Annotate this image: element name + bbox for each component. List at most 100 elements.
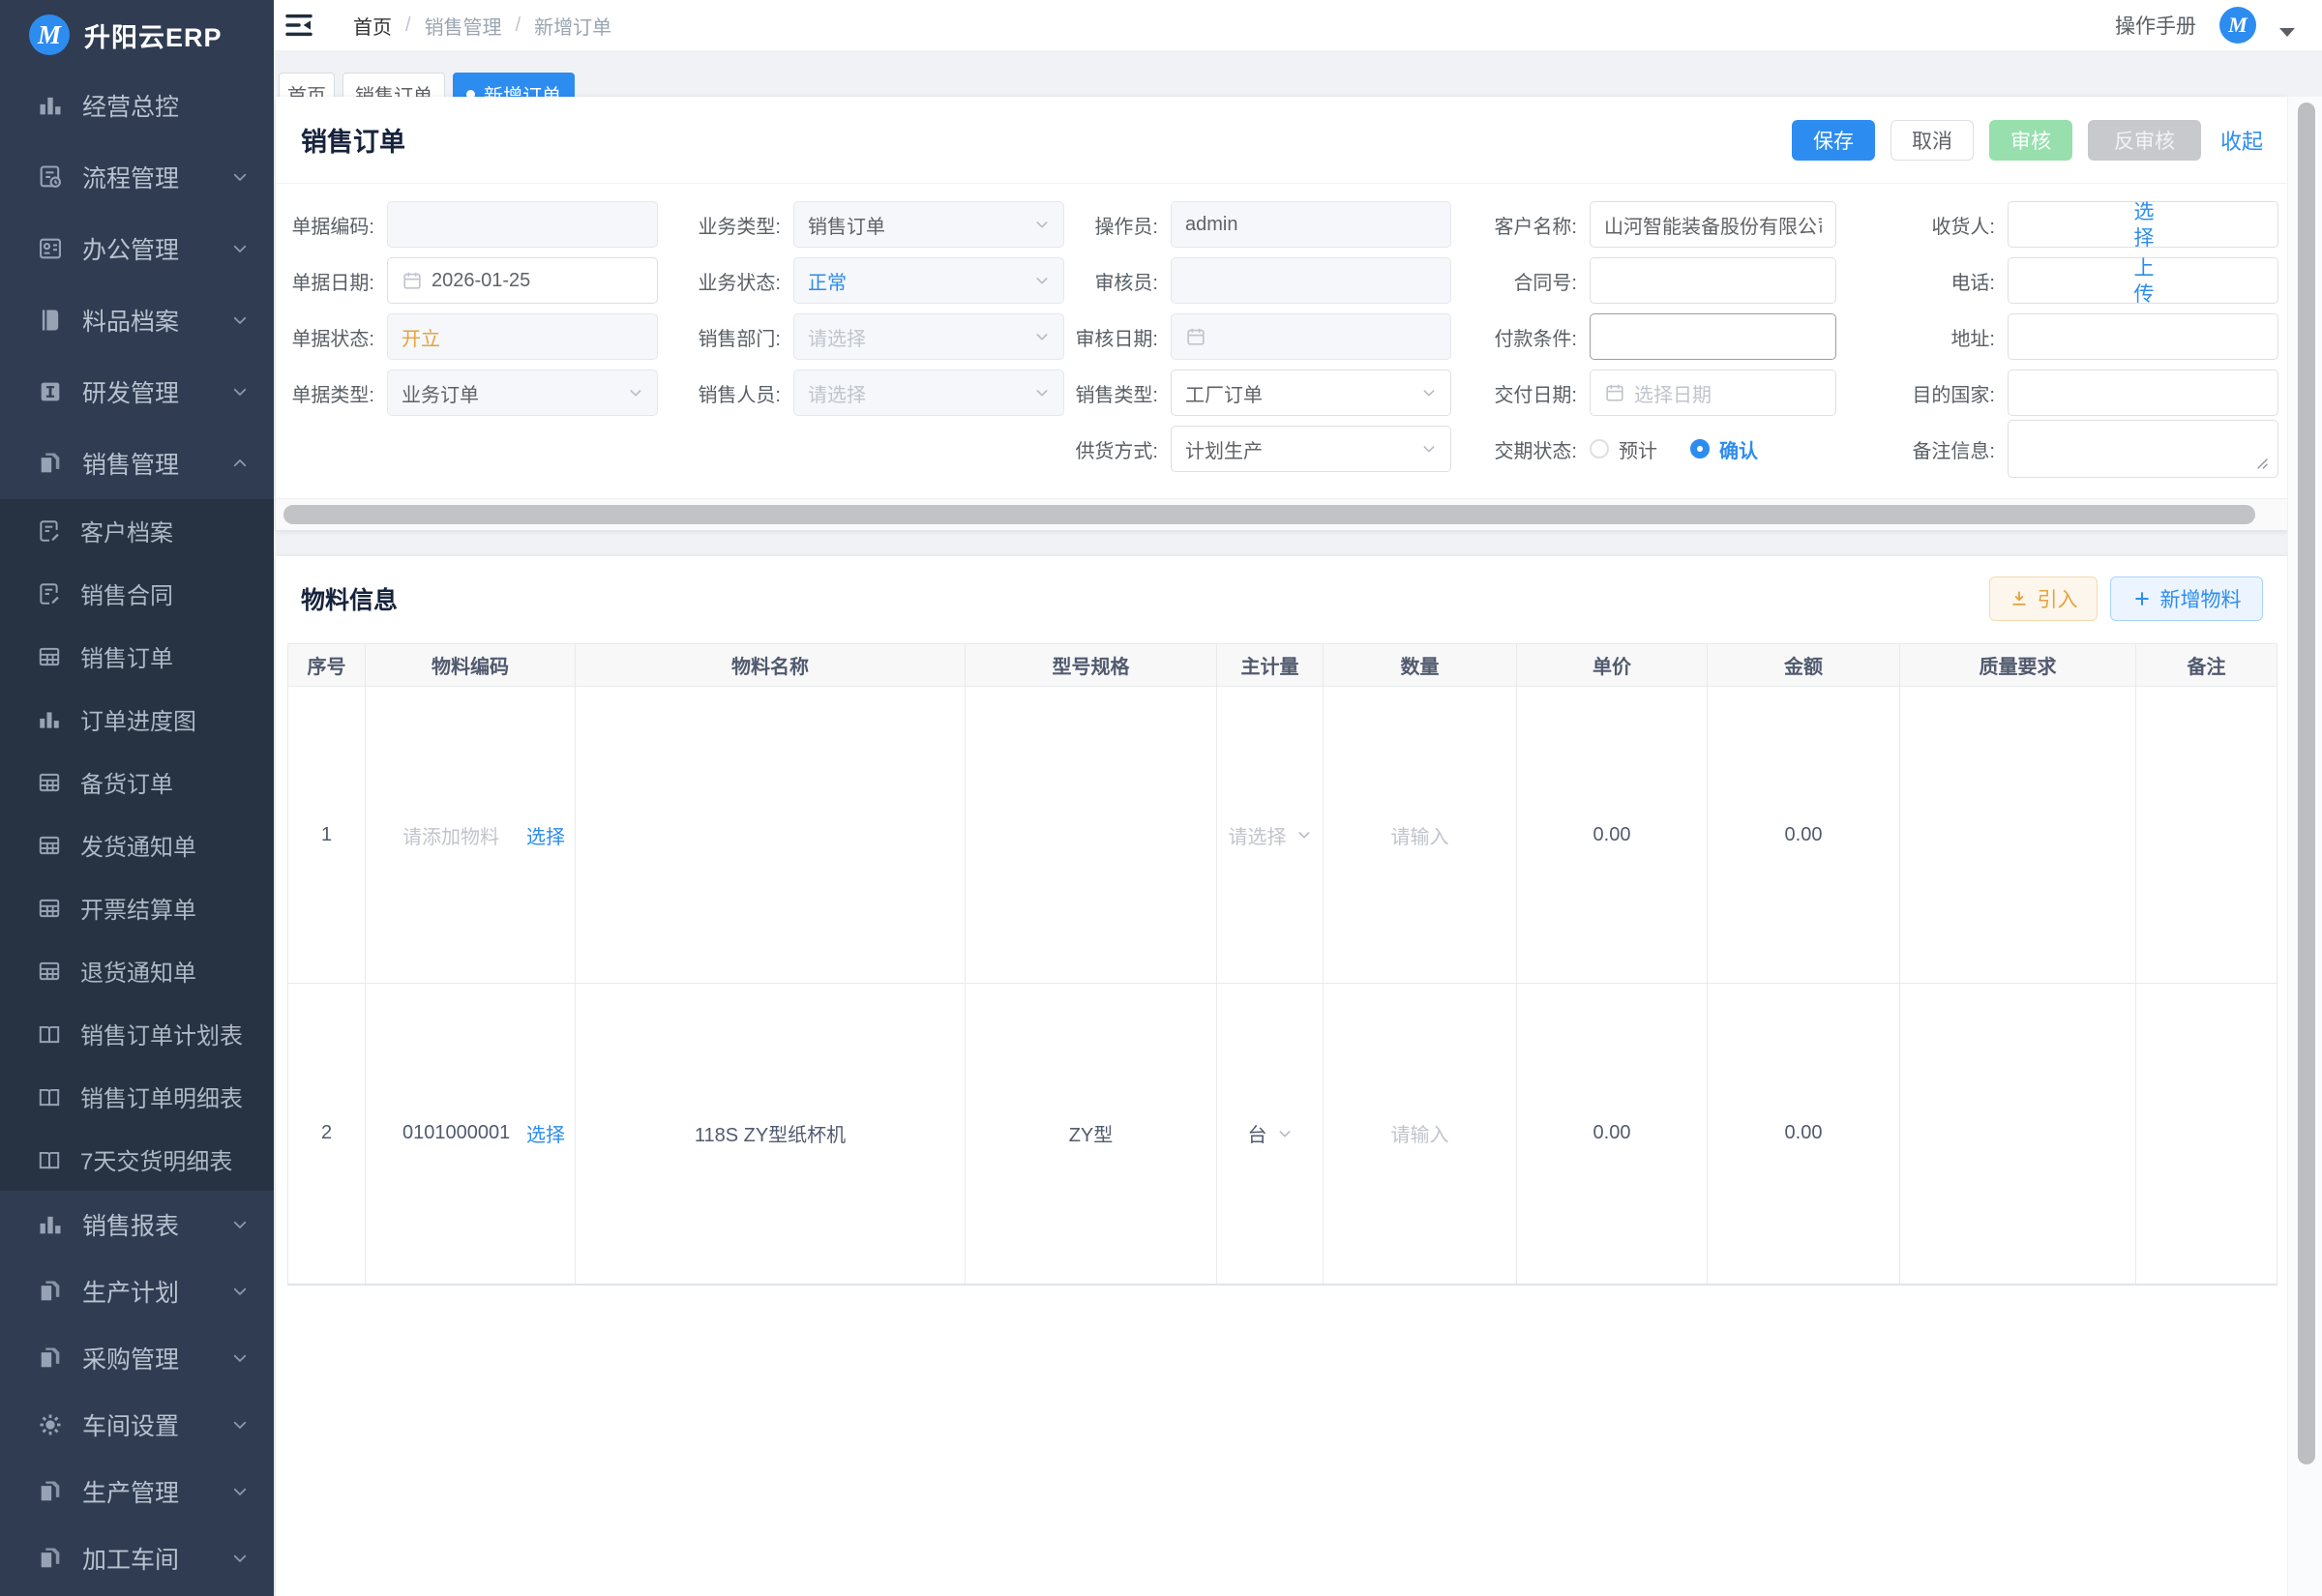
payment-terms-field[interactable] (1590, 313, 1836, 360)
cell-quantity[interactable]: 请输入 (1323, 983, 1517, 1286)
cell-unit-price[interactable]: 0.00 (1516, 686, 1708, 984)
horizontal-scrollbar-track[interactable] (276, 498, 2288, 530)
manual-link[interactable]: 操作手册 (2115, 15, 2196, 38)
avatar[interactable]: M (2219, 7, 2256, 44)
tab-sales-order[interactable]: 销售订单 (342, 73, 445, 97)
cell-spec[interactable] (965, 686, 1217, 984)
cell-quality[interactable] (1899, 983, 2136, 1286)
cell-note[interactable] (2135, 983, 2277, 1286)
address-field[interactable] (2008, 313, 2278, 360)
sidebar-item-sales-order[interactable]: 销售订单 (0, 625, 274, 688)
resize-handle-icon[interactable] (2252, 454, 2270, 471)
cell-quality[interactable] (1899, 686, 2136, 984)
sidebar-item-sales-order-detail-report[interactable]: 销售订单明细表 (0, 1065, 274, 1128)
contract-no-field[interactable] (1590, 257, 1836, 304)
save-button[interactable]: 保存 (1791, 119, 1875, 161)
col-amount: 金额 (1707, 643, 1900, 687)
tab-new-order-active[interactable]: 新增订单 (453, 73, 575, 97)
cancel-button[interactable]: 取消 (1890, 119, 1974, 161)
doc-date-field[interactable]: 2026-01-25 (387, 257, 658, 304)
collapse-link[interactable]: 收起 (2219, 129, 2263, 154)
cell-material-name[interactable] (575, 686, 966, 984)
add-material-button[interactable]: 新增物料 (2110, 576, 2263, 621)
sales-dept-label: 销售部门: (698, 328, 781, 350)
consignee-input[interactable] (2022, 213, 2264, 236)
vertical-scrollbar-track[interactable] (2287, 97, 2322, 1596)
audit-button[interactable]: 审核 (1988, 119, 2072, 161)
cell-unit[interactable]: 台 (1216, 983, 1324, 1286)
sales-dept-select[interactable]: 请选择 (793, 313, 1064, 360)
phone-input[interactable] (2022, 269, 2264, 292)
phone-field[interactable] (2008, 257, 2278, 304)
cell-unit[interactable]: 请选择 (1216, 686, 1324, 984)
sidebar-item-shipping-notice[interactable]: 发货通知单 (0, 813, 274, 876)
caret-down-icon[interactable] (2279, 27, 2295, 37)
app-logo-icon: M (29, 15, 70, 55)
vertical-scrollbar-thumb[interactable] (2298, 103, 2315, 1464)
sidebar-item-process-mgmt[interactable]: 流程管理 (0, 141, 274, 213)
sidebar-item-invoice-settlement[interactable]: 开票结算单 (0, 876, 274, 939)
select-material-link[interactable]: 选择 (526, 1125, 565, 1147)
sidebar-item-7day-delivery-report[interactable]: 7天交货明细表 (0, 1128, 274, 1191)
cell-quantity[interactable]: 请输入 (1323, 686, 1517, 984)
horizontal-scrollbar-thumb[interactable] (283, 505, 2255, 524)
doc-type-select[interactable]: 业务订单 (387, 369, 658, 416)
cell-note[interactable] (2135, 686, 2277, 984)
contract-no-input[interactable] (1604, 269, 1822, 292)
dest-country-input[interactable] (2022, 381, 2264, 404)
supply-mode-select[interactable]: 计划生产 (1171, 426, 1451, 472)
tab-home[interactable]: 首页 (279, 73, 335, 97)
document-edit-icon (37, 581, 62, 606)
tab-label: 新增订单 (484, 85, 561, 98)
sidebar-item-workshop-settings[interactable]: 车间设置 (0, 1391, 274, 1458)
sidebar-item-rnd-mgmt[interactable]: 研发管理 (0, 356, 274, 428)
cell-spec[interactable]: ZY型 (965, 983, 1217, 1286)
select-material-link[interactable]: 选择 (526, 826, 565, 848)
sidebar-item-processing-workshop[interactable]: 加工车间 (0, 1524, 274, 1591)
sidebar-item-sales-mgmt[interactable]: 销售管理 (0, 428, 274, 499)
sidebar-item-stock-order[interactable]: 备货订单 (0, 751, 274, 813)
sidebar-item-material-archive[interactable]: 料品档案 (0, 284, 274, 356)
reverse-audit-button[interactable]: 反审核 (2087, 119, 2201, 161)
contract-upload-link[interactable]: 上传 (2133, 257, 2155, 306)
sidebar-item-sales-report[interactable]: 销售报表 (0, 1191, 274, 1257)
pages-icon (37, 1345, 64, 1372)
material-code-placeholder[interactable]: 请添加物料 (402, 826, 499, 848)
biz-type-label: 业务类型: (698, 216, 781, 238)
payment-terms-input[interactable] (1604, 325, 1822, 348)
sidebar-item-sales-order-plan-report[interactable]: 销售订单计划表 (0, 1002, 274, 1065)
radio-estimated[interactable]: 预计 (1590, 435, 1657, 463)
operator-field: admin (1171, 201, 1451, 248)
sales-person-select[interactable]: 请选择 (793, 369, 1064, 416)
biz-status-select[interactable]: 正常 (793, 257, 1064, 304)
sidebar-item-sales-contract[interactable]: 销售合同 (0, 562, 274, 625)
cell-material-name[interactable]: 118S ZY型纸杯机 (575, 983, 966, 1286)
biz-type-select[interactable]: 销售订单 (793, 201, 1064, 248)
remark-textarea[interactable] (2008, 420, 2278, 478)
consignee-field[interactable] (2008, 201, 2278, 248)
breadcrumb-home[interactable]: 首页 (353, 16, 392, 39)
import-button[interactable]: 引入 (1989, 576, 2098, 621)
sales-type-select[interactable]: 工厂订单 (1171, 369, 1451, 416)
pages-icon (37, 1545, 64, 1572)
sidebar-item-order-progress-chart[interactable]: 订单进度图 (0, 688, 274, 751)
sidebar-item-production-mgmt[interactable]: 生产管理 (0, 1458, 274, 1524)
breadcrumb-sales-mgmt[interactable]: 销售管理 (424, 16, 502, 39)
sidebar-item-production-plan[interactable]: 生产计划 (0, 1257, 274, 1324)
address-input[interactable] (2022, 325, 2264, 348)
material-code-value[interactable]: 0101000001 (402, 1122, 511, 1144)
sidebar-item-return-notice[interactable]: 退货通知单 (0, 939, 274, 1002)
cell-unit-price[interactable]: 0.00 (1516, 983, 1708, 1286)
sidebar-item-office-mgmt[interactable]: 办公管理 (0, 213, 274, 284)
customer-input[interactable] (1604, 213, 1822, 236)
sidebar-item-customer-archive[interactable]: 客户档案 (0, 499, 274, 562)
sidebar-item-business-overview[interactable]: 经营总控 (0, 70, 274, 141)
delivery-date-field[interactable]: 选择日期 (1590, 369, 1836, 416)
sidebar-item-label: 生产管理 (82, 1479, 180, 1507)
menu-fold-icon[interactable] (283, 10, 314, 41)
radio-confirmed[interactable]: 确认 (1690, 435, 1758, 463)
customer-field[interactable] (1590, 201, 1836, 248)
sidebar-item-purchase-mgmt[interactable]: 采购管理 (0, 1324, 274, 1391)
dest-country-field[interactable] (2008, 369, 2278, 416)
customer-choose-link[interactable]: 选择 (2133, 201, 2155, 250)
